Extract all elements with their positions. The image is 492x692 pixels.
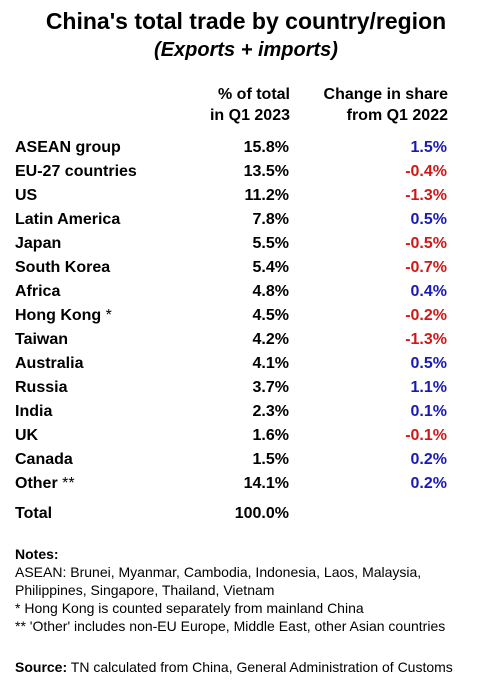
notes-other: ** 'Other' includes non-EU Europe, Middl… [15,618,446,634]
table-row: Taiwan 4.2% -1.3% [0,328,492,352]
row-share-value: 3.7% [252,379,289,396]
row-change-value: -0.4% [405,163,447,180]
row-change-value: -0.1% [405,427,447,444]
row-share-value: 11.2% [244,187,289,204]
row-change-value: -1.3% [405,331,447,348]
table-row: UK 1.6% -0.1% [0,424,492,448]
table-row: Latin America 7.8% 0.5% [0,208,492,232]
row-share-value: 14.1% [243,475,289,492]
row-label: Russia [15,376,67,400]
row-share-value: 1.6% [252,427,289,444]
source-line: Source: TN calculated from China, Genera… [15,658,485,676]
row-label: Japan [15,232,61,256]
row-label-text: India [15,403,53,420]
trade-table: ASEAN group 15.8% 1.5% EU-27 countries 13.5%… [0,136,492,496]
row-change-value: 0.4% [410,283,447,300]
row-label: UK [15,424,38,448]
row-share-value: 4.2% [252,331,289,348]
row-share-value: 5.4% [252,259,289,276]
row-label-text: Africa [15,283,61,300]
row-footnote-mark: ** [57,475,75,492]
row-share-value: 1.5% [252,451,289,468]
row-label: ASEAN group [15,136,121,160]
table-row: Canada 1.5% 0.2% [0,448,492,472]
column-header-pct: % of total in Q1 2023 [180,84,290,126]
source-label: Source: [15,659,68,675]
table-row: Russia 3.7% 1.1% [0,376,492,400]
row-change-value: 0.2% [410,451,447,468]
row-change-value: -0.7% [405,259,447,276]
table-row: Africa 4.8% 0.4% [0,280,492,304]
row-change-value: -1.3% [405,187,447,204]
row-label: Hong Kong * [15,304,112,328]
table-row: Japan 5.5% -0.5% [0,232,492,256]
row-label-text: Japan [15,235,62,252]
row-label: South Korea [15,256,110,280]
row-label: US [15,184,37,208]
row-footnote-mark: * [101,307,112,324]
row-label-text: Taiwan [15,331,69,348]
row-share-value: 2.3% [252,403,289,420]
row-change-value: -0.5% [405,235,447,252]
table-row: South Korea 5.4% -0.7% [0,256,492,280]
total-value: 100.0% [234,505,289,522]
row-change-value: 1.1% [410,379,447,396]
row-label-text: Hong Kong [15,307,102,324]
row-label: Latin America [15,208,120,232]
row-share-value: 4.1% [252,355,289,372]
row-label-text: Other [15,475,58,492]
source-text: TN calculated from China, General Admini… [67,659,453,675]
chart-subtitle: (Exports + imports) [154,39,338,61]
notes-asean-line1: ASEAN: Brunei, Myanmar, Cambodia, Indone… [15,564,422,580]
row-label: Africa [15,280,60,304]
row-label-text: US [15,187,38,204]
column-header-change-line2: from Q1 2022 [346,107,448,124]
table-row: ASEAN group 15.8% 1.5% [0,136,492,160]
table-row: India 2.3% 0.1% [0,400,492,424]
row-share-value: 4.8% [252,283,289,300]
row-label-text: UK [15,427,39,444]
row-label-text: ASEAN group [15,139,121,156]
row-label: Other ** [15,472,75,496]
row-change-value: 0.5% [410,355,447,372]
row-label-text: South Korea [15,259,111,276]
row-label-text: Australia [15,355,84,372]
row-change-value: -0.2% [405,307,447,324]
row-share-value: 15.8% [243,139,289,156]
row-label: India [15,400,52,424]
row-label: EU-27 countries [15,160,137,184]
column-header-change-line1: Change in share [323,86,448,103]
notes-heading: Notes: [15,546,59,562]
notes-block: Notes: ASEAN: Brunei, Myanmar, Cambodia,… [15,545,485,635]
row-label-text: EU-27 countries [15,163,137,180]
row-share-value: 7.8% [252,211,289,228]
table-row: US 11.2% -1.3% [0,184,492,208]
total-row: Total 100.0% [0,502,492,526]
table-row: Hong Kong * 4.5% -0.2% [0,304,492,328]
column-header-change: Change in share from Q1 2022 [288,84,448,126]
row-share-value: 13.5% [243,163,289,180]
row-label: Canada [15,448,73,472]
row-label: Taiwan [15,328,68,352]
row-label-text: Russia [15,379,68,396]
row-change-value: 1.5% [410,139,447,156]
column-header-pct-line1: % of total [218,86,290,103]
row-label-text: Latin America [15,211,121,228]
column-header-pct-line2: in Q1 2023 [209,107,290,124]
row-change-value: 0.5% [410,211,447,228]
row-label-text: Canada [15,451,73,468]
row-change-value: 0.1% [410,403,447,420]
row-label: Australia [15,352,83,376]
row-change-value: 0.2% [410,475,447,492]
total-label: Total [15,505,53,522]
row-share-value: 5.5% [252,235,289,252]
chart-title: China's total trade by country/region [45,8,447,34]
notes-asean-line2: Philippines, Singapore, Thailand, Vietna… [15,582,275,598]
table-row: EU-27 countries 13.5% -0.4% [0,160,492,184]
row-share-value: 4.5% [252,307,289,324]
notes-hong-kong: * Hong Kong is counted separately from m… [15,600,364,616]
table-row: Australia 4.1% 0.5% [0,352,492,376]
table-row: Other ** 14.1% 0.2% [0,472,492,496]
